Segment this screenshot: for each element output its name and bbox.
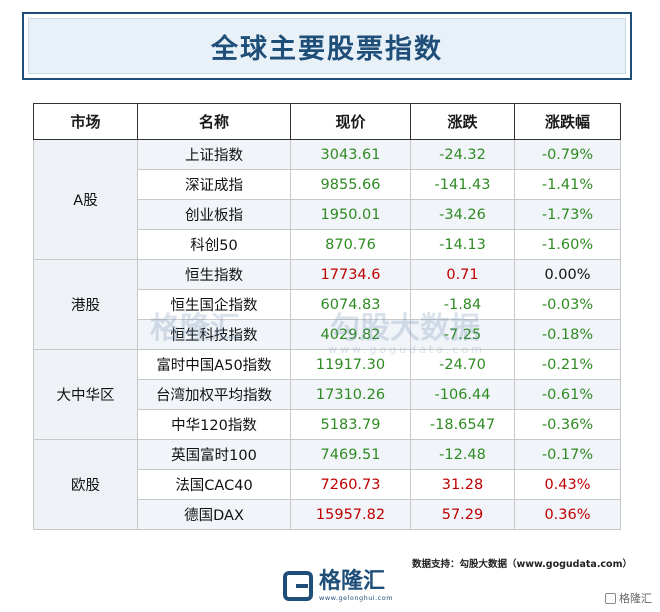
change-pct-cell: 0.43% (514, 469, 621, 500)
title-panel: 全球主要股票指数 (28, 18, 626, 74)
price-cell: 7260.73 (290, 469, 411, 500)
price-cell: 15957.82 (290, 499, 411, 530)
page-title: 全球主要股票指数 (211, 33, 443, 65)
change-cell: -18.6547 (410, 409, 515, 440)
header-change-pct: 涨跌幅 (514, 103, 621, 140)
price-cell: 3043.61 (290, 139, 411, 170)
change-cell: -141.43 (410, 169, 515, 200)
table-row: 科创50 870.76 -14.13 -1.60% (34, 229, 621, 260)
change-pct-cell: 0.36% (514, 499, 621, 530)
change-cell: -14.13 (410, 229, 515, 260)
header-price: 现价 (290, 103, 411, 140)
name-cell: 深证成指 (137, 169, 291, 200)
price-cell: 4029.82 (290, 319, 411, 350)
market-cell: 港股 (33, 259, 138, 350)
name-cell: 法国CAC40 (137, 469, 291, 500)
change-cell: -106.44 (410, 379, 515, 410)
data-source: 数据支持：勾股大数据（www.gogudata.com） (411, 559, 632, 570)
price-cell: 5183.79 (290, 409, 411, 440)
change-pct-cell: -1.41% (514, 169, 621, 200)
change-cell: -34.26 (410, 199, 515, 230)
price-cell: 1950.01 (290, 199, 411, 230)
table-row: 德国DAX 15957.82 57.29 0.36% (34, 499, 621, 530)
price-cell: 7469.51 (290, 439, 411, 470)
change-cell: -12.48 (410, 439, 515, 470)
table-row: A股 上证指数 3043.61 -24.32 -0.79% (33, 139, 621, 260)
header-name: 名称 (137, 103, 291, 140)
change-pct-cell: 0.00% (514, 259, 621, 290)
header-market: 市场 (33, 103, 138, 140)
change-pct-cell: -0.17% (514, 439, 621, 470)
table-row: 恒生国企指数 6074.83 -1.84 -0.03% (34, 289, 621, 320)
market-cell: A股 (33, 139, 138, 260)
table-row: 深证成指 9855.66 -141.43 -1.41% (34, 169, 621, 200)
change-pct-cell: -0.03% (514, 289, 621, 320)
price-cell: 17310.26 (290, 379, 411, 410)
change-pct-cell: -0.79% (514, 139, 621, 170)
name-cell: 恒生国企指数 (137, 289, 291, 320)
price-cell: 17734.6 (290, 259, 411, 290)
name-cell: 台湾加权平均指数 (137, 379, 291, 410)
change-cell: -24.70 (410, 349, 515, 380)
logo-name: 格隆汇 (319, 568, 386, 594)
table-header-row: 市场 名称 现价 涨跌 涨跌幅 (33, 103, 621, 140)
table-body: A股 上证指数 3043.61 -24.32 -0.79% 深证成指 9855.66 -141… (33, 139, 621, 530)
change-cell: -24.32 (410, 139, 515, 170)
price-cell: 870.76 (290, 229, 411, 260)
corner-text: 格隆汇 (619, 592, 652, 605)
corner-watermark: 格隆汇 (605, 590, 652, 606)
price-cell: 9855.66 (290, 169, 411, 200)
name-cell: 创业板指 (137, 199, 291, 230)
name-cell: 恒生科技指数 (137, 319, 291, 350)
table-row: 恒生科技指数 4029.82 -7.25 -0.18% (34, 319, 621, 350)
change-pct-cell: -1.60% (514, 229, 621, 260)
name-cell: 上证指数 (137, 139, 291, 170)
change-cell: 57.29 (410, 499, 515, 530)
table-row: 大中华区 富时中国A50指数 11917.30 -24.70 -0.21% (33, 349, 621, 440)
change-pct-cell: -0.21% (514, 349, 621, 380)
title-banner: 全球主要股票指数 (22, 12, 632, 80)
market-cell: 大中华区 (33, 349, 138, 440)
name-cell: 英国富时100 (137, 439, 291, 470)
name-cell: 科创50 (137, 229, 291, 260)
name-cell: 德国DAX (137, 499, 291, 530)
logo-icon (283, 571, 313, 601)
table-row: 港股 恒生指数 17734.6 0.71 0.00% (33, 259, 621, 350)
corner-icon (605, 592, 616, 604)
change-cell: -1.84 (410, 289, 515, 320)
logo-url: www.gelonghui.com (319, 593, 394, 602)
price-cell: 6074.83 (290, 289, 411, 320)
gelonghui-logo: 格隆汇 www.gelonghui.com (283, 568, 393, 604)
name-cell: 中华120指数 (137, 409, 291, 440)
name-cell: 恒生指数 (137, 259, 291, 290)
change-pct-cell: -1.73% (514, 199, 621, 230)
table-row: 中华120指数 5183.79 -18.6547 -0.36% (34, 409, 621, 440)
logo-text: 格隆汇 www.gelonghui.com (319, 568, 394, 602)
change-cell: 0.71 (410, 259, 515, 290)
name-cell: 富时中国A50指数 (137, 349, 291, 380)
change-cell: 31.28 (410, 469, 515, 500)
change-pct-cell: -0.18% (514, 319, 621, 350)
header-change: 涨跌 (410, 103, 515, 140)
index-table: 市场 名称 现价 涨跌 涨跌幅 A股 上证指数 3043.61 -24.32 -0.79… (33, 103, 621, 530)
table-row: 创业板指 1950.01 -34.26 -1.73% (34, 199, 621, 230)
price-cell: 11917.30 (290, 349, 411, 380)
change-pct-cell: -0.61% (514, 379, 621, 410)
market-cell: 欧股 (33, 439, 138, 530)
change-cell: -7.25 (410, 319, 515, 350)
change-pct-cell: -0.36% (514, 409, 621, 440)
table-row: 欧股 英国富时100 7469.51 -12.48 -0.17% (33, 439, 621, 530)
